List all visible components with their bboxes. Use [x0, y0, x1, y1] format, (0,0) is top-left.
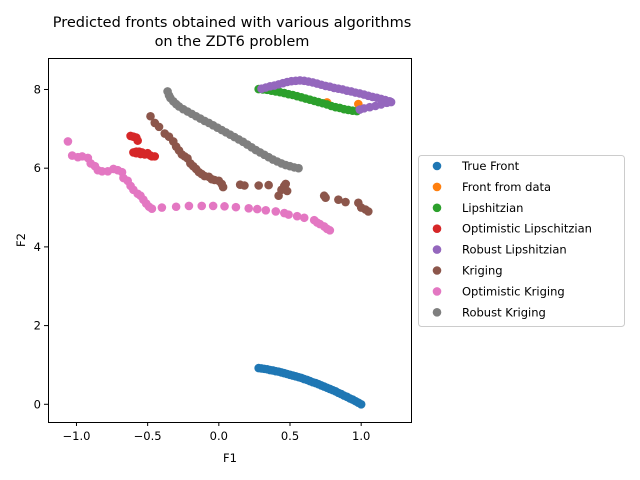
series-6-point-32 [261, 205, 271, 215]
series-5-point-35 [341, 197, 350, 207]
legend-marker-3 [432, 224, 442, 233]
legend-label-0: True Front [461, 159, 520, 173]
series-5-point-0 [146, 111, 155, 121]
series-5 [146, 111, 373, 216]
plot-frame [48, 58, 412, 423]
x-axis-label: F1 [223, 451, 237, 465]
series-6-point-23 [157, 203, 167, 212]
chart-title-line-1: Predicted fronts obtained with various a… [53, 15, 412, 31]
series-6-point-33 [271, 207, 281, 216]
y-axis: 0 2 4 6 8 [34, 82, 48, 411]
legend-marker-1 [432, 182, 442, 192]
series-5-point-25 [254, 181, 263, 190]
series-6-point-24 [171, 202, 181, 212]
series-6-point-22 [147, 204, 157, 214]
series-5-point-22 [218, 182, 228, 192]
legend-marker-7 [432, 308, 442, 317]
series-6 [63, 137, 335, 235]
series-5-point-30 [281, 179, 291, 189]
legend: True Front Front from data Lipshitzian Opti… [418, 155, 625, 327]
series-4 [257, 76, 396, 114]
series-6-point-35 [284, 210, 293, 219]
series-3-point-12 [150, 152, 160, 161]
series-5-point-24 [240, 181, 249, 190]
legend-marker-4 [432, 245, 442, 254]
y-axis-label: F2 [14, 233, 28, 247]
series-4-point-37 [386, 97, 396, 107]
legend-marker-6 [432, 287, 442, 296]
legend-label-7: Robust Kriging [462, 305, 546, 319]
legend-marker-0 [432, 161, 442, 171]
y-tick-label-0: 0 [34, 397, 41, 411]
series-6-point-0 [63, 137, 73, 146]
y-tick-label-1: 2 [34, 319, 41, 333]
y-tick-label-2: 4 [34, 240, 41, 254]
legend-label-5: Kriging [462, 264, 503, 278]
series-3-point-3 [133, 136, 142, 145]
legend-label-3: Optimistic Lipschitzian [462, 222, 592, 236]
series-6-point-25 [184, 201, 194, 211]
series-5-point-33 [321, 193, 330, 202]
series-6-point-43 [325, 226, 335, 235]
series-5-point-39 [363, 207, 373, 216]
legend-marker-2 [432, 203, 442, 213]
series-6-point-30 [244, 204, 254, 213]
series-3-point-14 [136, 149, 145, 159]
x-tick-label-3: 0.5 [281, 429, 299, 443]
chart-title-line-2: on the ZDT6 problem [155, 34, 310, 50]
series-6-point-26 [197, 201, 207, 211]
legend-label-2: Lipshitzian [462, 201, 523, 215]
legend-label-1: Front from data [462, 180, 551, 194]
series-6-point-31 [252, 204, 262, 214]
legend-marker-5 [432, 266, 442, 275]
series-3 [126, 131, 160, 161]
y-tick-label-3: 6 [34, 161, 41, 175]
plot-points [63, 76, 396, 409]
series-4-point-36 [355, 105, 365, 114]
x-tick-label-2: 0.0 [210, 429, 228, 443]
series-6-point-36 [292, 211, 302, 221]
legend-label-4: Robust Lipshitzian [462, 243, 567, 257]
series-7-point-33 [294, 163, 303, 173]
x-tick-label-1: −0.5 [134, 429, 162, 443]
series-5-point-34 [334, 195, 343, 204]
series-6-point-37 [299, 213, 309, 223]
series-5-point-31 [282, 186, 292, 196]
x-tick-label-0: −1.0 [63, 429, 91, 443]
series-6-point-28 [220, 202, 229, 211]
series-0-point-36 [356, 399, 366, 409]
series-6-point-27 [208, 201, 218, 211]
x-tick-label-4: 1.0 [352, 429, 370, 443]
legend-box [418, 155, 625, 327]
y-tick-label-4: 8 [34, 82, 41, 96]
series-7 [163, 87, 303, 173]
series-5-point-26 [264, 180, 273, 190]
x-axis: −1.0 −0.5 0.0 0.5 1.0 [63, 422, 370, 443]
series-6-point-29 [231, 202, 241, 212]
series-5-point-2 [154, 122, 164, 132]
legend-label-6: Optimistic Kriging [462, 284, 565, 298]
series-0 [254, 363, 366, 409]
